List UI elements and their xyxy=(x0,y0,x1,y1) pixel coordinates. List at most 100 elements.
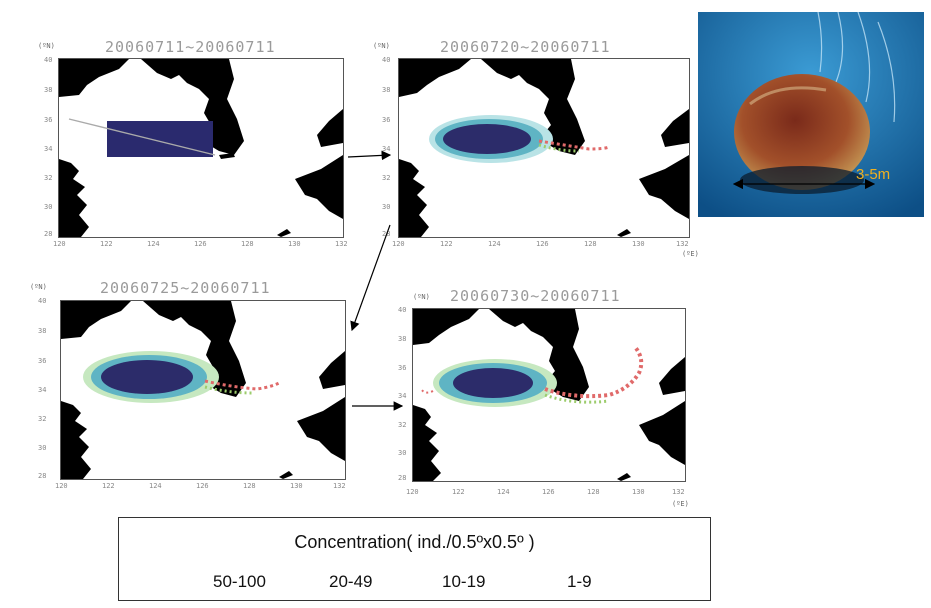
island xyxy=(617,473,631,481)
lon-tick: 120 xyxy=(55,482,68,490)
japan-honshu xyxy=(659,357,685,395)
lat-tick: 34 xyxy=(38,386,47,394)
lon-tick: 128 xyxy=(587,488,600,496)
legend-class-50-100: 50-100 xyxy=(213,572,266,591)
lat-unit-label: (ºN) xyxy=(30,283,47,291)
japan-kyushu xyxy=(297,397,345,461)
lat-tick: 40 xyxy=(382,56,391,64)
concentration-legend: Concentration( ind./0.5ºx0.5º ) 50-100 2… xyxy=(118,517,711,601)
jellyfish-illustration xyxy=(698,12,924,217)
concentration-band-50-100 xyxy=(443,124,531,154)
japan-kyushu xyxy=(295,155,343,219)
legend-class-20-49: 20-49 xyxy=(329,572,373,591)
lon-tick: 126 xyxy=(194,240,207,248)
island xyxy=(617,229,631,237)
panel-title: 20060720~20060711 xyxy=(440,38,611,56)
jellyfish-photo: 3-5m xyxy=(698,12,924,217)
legend-title: Concentration( ind./0.5ºx0.5º ) xyxy=(294,532,535,552)
lon-tick: 128 xyxy=(243,482,256,490)
lat-tick: 30 xyxy=(398,449,407,457)
lon-tick: 130 xyxy=(290,482,303,490)
japan-honshu xyxy=(319,351,345,389)
lon-tick: 126 xyxy=(536,240,549,248)
track-line xyxy=(68,118,216,156)
map-canvas xyxy=(61,301,345,479)
china-coast-south xyxy=(61,401,91,479)
lat-tick: 36 xyxy=(398,364,407,372)
lat-tick: 34 xyxy=(44,145,53,153)
arrow-panel2-to-panel3 xyxy=(350,224,391,332)
lat-tick: 34 xyxy=(398,392,407,400)
drift-plume xyxy=(420,388,434,394)
release-area-box xyxy=(107,121,213,157)
lat-unit-label: (ºN) xyxy=(38,42,55,50)
china-coast-north xyxy=(413,309,479,345)
lon-tick: 132 xyxy=(676,240,689,248)
lon-unit-label: (ºE) xyxy=(682,250,699,258)
map-frame xyxy=(412,308,686,482)
lon-tick: 122 xyxy=(452,488,465,496)
china-coast-north xyxy=(59,59,129,97)
china-coast-south xyxy=(413,405,441,481)
drift-plume xyxy=(544,345,644,399)
map-frame xyxy=(60,300,346,480)
china-coast-north xyxy=(61,301,131,339)
japan-kyushu xyxy=(639,401,685,465)
lon-tick: 132 xyxy=(335,240,348,248)
lon-tick: 120 xyxy=(53,240,66,248)
lat-tick: 28 xyxy=(38,472,47,480)
lat-unit-label: (ºN) xyxy=(413,293,430,301)
lon-tick: 128 xyxy=(584,240,597,248)
lon-unit-label: (ºE) xyxy=(672,500,689,508)
map-canvas xyxy=(399,59,689,237)
panel-title: 20060730~20060711 xyxy=(450,287,621,305)
lat-tick: 32 xyxy=(382,174,391,182)
island xyxy=(219,153,235,159)
lat-tick: 38 xyxy=(38,327,47,335)
lat-tick: 32 xyxy=(44,174,53,182)
lon-tick: 126 xyxy=(542,488,555,496)
size-label: 3-5m xyxy=(856,166,891,183)
korea-peninsula xyxy=(489,309,589,401)
legend-class-1-9: 1-9 xyxy=(567,572,592,591)
lon-tick: 130 xyxy=(632,240,645,248)
lon-tick: 132 xyxy=(333,482,346,490)
china-coast-south xyxy=(59,159,89,237)
korea-peninsula xyxy=(481,59,585,155)
lon-tick: 120 xyxy=(406,488,419,496)
china-coast-north xyxy=(399,59,471,97)
map-canvas xyxy=(59,59,343,237)
lon-tick: 122 xyxy=(440,240,453,248)
lat-tick: 36 xyxy=(382,116,391,124)
japan-honshu xyxy=(317,109,343,147)
lat-tick: 36 xyxy=(44,116,53,124)
lat-tick: 34 xyxy=(382,145,391,153)
lat-tick: 38 xyxy=(398,335,407,343)
panel-title: 20060725~20060711 xyxy=(100,279,271,297)
korea-peninsula xyxy=(141,59,244,155)
lat-tick: 32 xyxy=(38,415,47,423)
lon-tick: 122 xyxy=(102,482,115,490)
lat-unit-label: (ºN) xyxy=(373,42,390,50)
korea-peninsula xyxy=(143,301,246,397)
lon-tick: 124 xyxy=(147,240,160,248)
lon-tick: 122 xyxy=(100,240,113,248)
lat-tick: 30 xyxy=(382,203,391,211)
japan-kyushu xyxy=(639,155,689,219)
lat-tick: 28 xyxy=(44,230,53,238)
lon-tick: 128 xyxy=(241,240,254,248)
panel-title: 20060711~20060711 xyxy=(105,38,276,56)
map-frame xyxy=(398,58,690,238)
drift-plume xyxy=(538,143,580,153)
lon-tick: 126 xyxy=(196,482,209,490)
lat-tick: 32 xyxy=(398,421,407,429)
lon-tick: 124 xyxy=(149,482,162,490)
lat-tick: 40 xyxy=(44,56,53,64)
legend-class-10-19: 10-19 xyxy=(442,572,486,591)
drift-plume xyxy=(544,393,610,404)
lat-tick: 36 xyxy=(38,357,47,365)
map-canvas xyxy=(413,309,685,481)
lat-tick: 30 xyxy=(38,444,47,452)
lat-tick: 38 xyxy=(382,86,391,94)
